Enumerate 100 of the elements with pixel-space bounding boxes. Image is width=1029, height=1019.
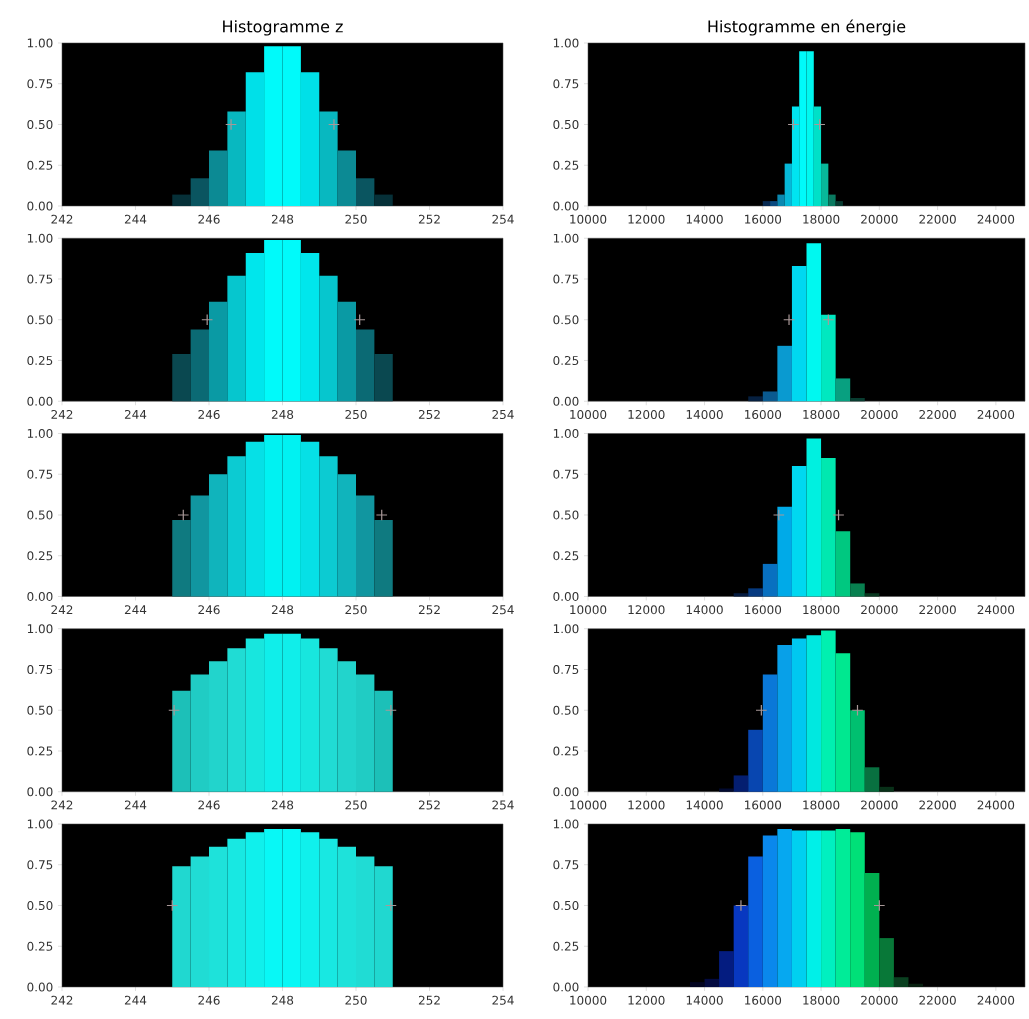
x-tick-label: 250 bbox=[345, 214, 367, 224]
x-tick-label: 242 bbox=[51, 995, 73, 1005]
y-tick-label: 0.75 bbox=[553, 469, 579, 479]
x-tick-label: 18000 bbox=[803, 409, 840, 420]
x-tick-label: 18000 bbox=[803, 800, 840, 810]
y-tick-label: 0.75 bbox=[553, 79, 579, 89]
x-tick-label: 250 bbox=[345, 800, 367, 810]
x-tick-label: 24000 bbox=[977, 605, 1015, 615]
x-tick-label: 246 bbox=[198, 995, 220, 1005]
y-tick-label: 0.25 bbox=[27, 746, 53, 756]
y-tick-label: 1.00 bbox=[553, 624, 579, 634]
y-tick-label: 0.00 bbox=[553, 591, 579, 602]
y-tick-label: 0.75 bbox=[27, 860, 53, 870]
y-tick-label: 0.75 bbox=[27, 274, 53, 284]
x-tick-label: 252 bbox=[418, 800, 440, 810]
y-tick-label: 0.25 bbox=[553, 551, 579, 561]
y-tick-label: 0.00 bbox=[27, 591, 53, 602]
x-tick-label: 16000 bbox=[745, 605, 782, 615]
x-tick-label: 250 bbox=[345, 605, 367, 615]
y-tick-label: 1.00 bbox=[27, 233, 53, 243]
x-tick-label: 18000 bbox=[803, 995, 840, 1005]
y-tick-label: 1.00 bbox=[553, 38, 579, 48]
y-tick-label: 0.00 bbox=[553, 982, 579, 992]
x-tick-label: 10000 bbox=[570, 995, 607, 1005]
x-tick-label: 242 bbox=[51, 605, 73, 615]
x-tick-label: 20000 bbox=[861, 605, 898, 615]
x-tick-label: 20000 bbox=[861, 800, 898, 810]
x-tick-label: 248 bbox=[271, 995, 294, 1005]
x-tick-label: 248 bbox=[271, 605, 294, 615]
x-tick-label: 242 bbox=[51, 214, 73, 224]
x-tick-label: 16000 bbox=[745, 995, 782, 1005]
x-tick-label: 22000 bbox=[919, 214, 956, 224]
x-tick-label: 12000 bbox=[628, 214, 665, 224]
x-tick-label: 244 bbox=[124, 995, 147, 1005]
y-tick-label: 0.75 bbox=[27, 664, 53, 675]
x-tick-label: 14000 bbox=[686, 995, 723, 1005]
x-tick-label: 252 bbox=[418, 995, 440, 1005]
x-tick-label: 20000 bbox=[861, 995, 898, 1005]
y-tick-label: 0.50 bbox=[27, 510, 53, 520]
y-tick-label: 0.00 bbox=[553, 201, 579, 211]
x-tick-label: 20000 bbox=[861, 214, 898, 224]
x-tick-label: 252 bbox=[418, 605, 440, 615]
y-tick-label: 1.00 bbox=[27, 428, 53, 439]
x-tick-label: 242 bbox=[51, 800, 73, 810]
y-tick-label: 0.50 bbox=[27, 119, 53, 130]
chart-title: Histogramme z bbox=[223, 20, 343, 36]
y-tick-label: 0.00 bbox=[27, 396, 53, 406]
x-tick-label: 24000 bbox=[977, 409, 1015, 420]
x-tick-label: 248 bbox=[271, 800, 294, 810]
y-tick-label: 0.75 bbox=[553, 860, 579, 870]
x-tick-label: 22000 bbox=[919, 605, 956, 615]
y-tick-label: 0.50 bbox=[27, 900, 53, 911]
x-tick-label: 244 bbox=[124, 605, 147, 615]
y-tick-label: 1.00 bbox=[553, 428, 579, 439]
y-tick-label: 0.50 bbox=[553, 705, 579, 715]
x-tick-label: 12000 bbox=[628, 995, 665, 1005]
x-tick-label: 244 bbox=[124, 800, 147, 810]
x-tick-label: 248 bbox=[271, 409, 294, 420]
x-tick-label: 16000 bbox=[745, 409, 782, 420]
y-tick-label: 0.00 bbox=[553, 787, 579, 797]
x-tick-label: 10000 bbox=[570, 800, 607, 810]
x-tick-label: 16000 bbox=[745, 214, 782, 224]
y-tick-label: 0.75 bbox=[553, 664, 579, 675]
y-tick-label: 0.50 bbox=[27, 315, 53, 325]
x-tick-label: 12000 bbox=[628, 800, 665, 810]
x-tick-label: 16000 bbox=[745, 800, 782, 810]
y-tick-label: 1.00 bbox=[553, 233, 579, 243]
x-tick-label: 244 bbox=[124, 214, 147, 224]
y-tick-label: 0.00 bbox=[27, 787, 53, 797]
y-tick-label: 0.25 bbox=[27, 551, 53, 561]
y-tick-label: 1.00 bbox=[27, 38, 53, 48]
x-tick-label: 24000 bbox=[977, 800, 1015, 810]
y-tick-label: 0.00 bbox=[27, 982, 53, 992]
y-tick-label: 1.00 bbox=[27, 624, 53, 634]
x-tick-label: 254 bbox=[492, 995, 514, 1005]
x-tick-label: 14000 bbox=[686, 214, 723, 224]
x-tick-label: 246 bbox=[198, 214, 220, 224]
x-tick-label: 20000 bbox=[861, 409, 898, 420]
x-tick-label: 18000 bbox=[803, 214, 840, 224]
x-tick-label: 14000 bbox=[686, 409, 723, 420]
x-tick-label: 12000 bbox=[628, 605, 665, 615]
x-tick-label: 14000 bbox=[686, 605, 723, 615]
x-tick-label: 252 bbox=[418, 214, 440, 224]
x-tick-label: 244 bbox=[124, 409, 147, 419]
y-tick-label: 0.25 bbox=[553, 746, 579, 756]
x-tick-label: 12000 bbox=[628, 409, 665, 420]
x-tick-label: 246 bbox=[198, 605, 220, 615]
x-tick-label: 250 bbox=[345, 409, 367, 420]
x-tick-label: 18000 bbox=[803, 605, 840, 615]
x-tick-label: 24000 bbox=[977, 214, 1015, 224]
x-tick-label: 10000 bbox=[570, 605, 607, 615]
y-tick-label: 0.25 bbox=[553, 355, 579, 366]
y-tick-label: 0.00 bbox=[27, 201, 53, 211]
y-tick-label: 0.50 bbox=[553, 510, 579, 520]
y-tick-label: 0.50 bbox=[553, 315, 579, 325]
y-tick-label: 0.75 bbox=[27, 469, 53, 479]
x-tick-label: 254 bbox=[492, 214, 514, 224]
x-tick-label: 250 bbox=[345, 995, 367, 1005]
x-tick-label: 242 bbox=[51, 409, 73, 419]
y-tick-label: 0.50 bbox=[27, 705, 53, 715]
